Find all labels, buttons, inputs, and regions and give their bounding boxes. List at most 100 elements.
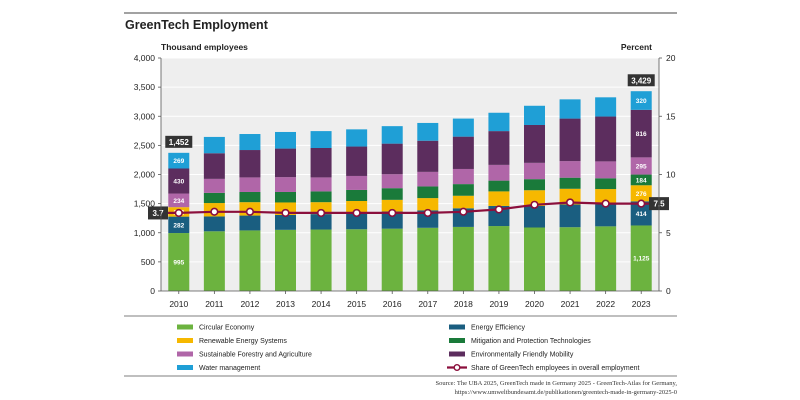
bar-segment bbox=[559, 227, 581, 291]
bar-segment bbox=[488, 164, 510, 181]
bar-segment bbox=[524, 179, 545, 191]
legend-swatch bbox=[449, 324, 465, 330]
left-axis-ticks: 0 500 1,000 1,500 2,000 2,500 3,000 3,500 4,000 bbox=[134, 53, 161, 296]
segment-value-label: 184 bbox=[636, 177, 647, 184]
bar-segment bbox=[239, 177, 261, 192]
bar-segment bbox=[168, 152, 190, 169]
bar-segment bbox=[310, 177, 332, 192]
bar-segment bbox=[524, 205, 545, 228]
bar-segment bbox=[595, 97, 617, 117]
legend-swatch-point bbox=[453, 364, 461, 372]
bar-segment bbox=[417, 140, 439, 172]
segment-value-label: 276 bbox=[636, 191, 647, 198]
bar-segment bbox=[346, 212, 368, 230]
segment-value-label: 816 bbox=[636, 131, 647, 138]
share-line-point bbox=[316, 208, 326, 218]
left-axis-label: Thousand employees bbox=[161, 42, 248, 52]
y-tick-label: 1,500 bbox=[134, 199, 156, 209]
bar-segment bbox=[381, 211, 403, 229]
share-line-point bbox=[601, 199, 610, 208]
y-tick-label: 3,000 bbox=[134, 111, 156, 121]
legend-swatch bbox=[449, 351, 465, 357]
bar-segment bbox=[630, 109, 652, 158]
bar-segment bbox=[524, 162, 545, 180]
legend-label: Energy Efficiency bbox=[471, 325, 525, 332]
y-tick-label: 3,500 bbox=[134, 82, 156, 92]
bar-segment bbox=[346, 201, 368, 213]
bar-segment bbox=[346, 146, 368, 176]
legend-label: Environmentally Friendly Mobility bbox=[471, 352, 574, 359]
bar-segment bbox=[168, 233, 190, 291]
bar-segment bbox=[452, 168, 474, 185]
bar-segment bbox=[239, 150, 261, 178]
x-tick-label: 2018 bbox=[454, 299, 473, 309]
bar-segment bbox=[452, 226, 474, 291]
share-line-point bbox=[352, 208, 361, 218]
bar-segment bbox=[381, 188, 403, 200]
share-line-point bbox=[210, 207, 219, 216]
bar-segment bbox=[346, 129, 368, 147]
share-line-point bbox=[423, 208, 432, 218]
y2-tick-label: 0 bbox=[666, 286, 671, 296]
bar-segment bbox=[275, 229, 296, 291]
bar-segment bbox=[595, 226, 617, 291]
bar-segment bbox=[310, 131, 332, 148]
bar-segment bbox=[417, 227, 439, 291]
bar-segment bbox=[203, 216, 225, 232]
bar-segment bbox=[559, 99, 581, 119]
x-tick-label: 2023 bbox=[632, 299, 651, 309]
bar-segment bbox=[488, 180, 510, 192]
bar-segment bbox=[310, 202, 332, 215]
share-line-point bbox=[637, 199, 646, 208]
share-line-point bbox=[281, 208, 290, 218]
bars bbox=[168, 91, 652, 291]
bar-segment bbox=[203, 153, 225, 179]
bar-segment bbox=[524, 105, 545, 125]
bar-segment bbox=[346, 229, 368, 291]
bar-segment bbox=[239, 215, 261, 231]
segment-value-label: 430 bbox=[173, 179, 184, 186]
bar-segment bbox=[559, 188, 581, 205]
bar-segment bbox=[452, 184, 474, 196]
bar-segment bbox=[488, 191, 510, 206]
bar-segment bbox=[310, 191, 332, 203]
y2-tick-label: 15 bbox=[666, 111, 676, 121]
bar-segment bbox=[488, 205, 510, 227]
legend: Circular Economy Energy Efficiency Renewab… bbox=[177, 324, 640, 372]
legend-label: Water management bbox=[199, 365, 260, 372]
bar-segment bbox=[168, 168, 190, 194]
y-tick-label: 500 bbox=[141, 257, 155, 267]
share-start-label-box bbox=[148, 206, 168, 220]
bar-segment bbox=[595, 189, 617, 205]
x-tick-label: 2016 bbox=[383, 299, 402, 309]
bar-segment bbox=[239, 191, 261, 203]
bar-segment bbox=[488, 112, 510, 132]
bar-segment bbox=[630, 185, 652, 202]
segment-value-label: 1,125 bbox=[633, 256, 650, 263]
bar-segment bbox=[203, 136, 225, 154]
bar-segment bbox=[310, 229, 332, 291]
bar-segment bbox=[630, 157, 652, 175]
y2-tick-label: 20 bbox=[666, 53, 676, 63]
bar-segment bbox=[168, 193, 190, 208]
bar-segment bbox=[310, 147, 332, 178]
bar-segment bbox=[239, 134, 261, 151]
bar-segment bbox=[630, 174, 652, 186]
bar-segment bbox=[595, 116, 617, 162]
x-tick-label: 2017 bbox=[418, 299, 437, 309]
x-tick-label: 2014 bbox=[312, 299, 331, 309]
share-line-point bbox=[565, 198, 575, 207]
bar-segment bbox=[559, 177, 581, 189]
total-label-box bbox=[627, 74, 655, 87]
bar-segment bbox=[203, 178, 225, 193]
bar-segment bbox=[595, 178, 617, 190]
bar-segment bbox=[275, 148, 296, 178]
chart-title: GreenTech Employment bbox=[125, 18, 269, 32]
total-label-box bbox=[165, 135, 193, 148]
bar-segment bbox=[452, 195, 474, 209]
legend-swatch bbox=[177, 351, 193, 357]
x-tick-label: 2010 bbox=[169, 299, 188, 309]
share-line-point bbox=[245, 207, 255, 216]
segment-labels: 9952821622344302691,12541427618429581632… bbox=[173, 98, 649, 266]
total-labels: 1,452 3,429 bbox=[165, 74, 655, 148]
